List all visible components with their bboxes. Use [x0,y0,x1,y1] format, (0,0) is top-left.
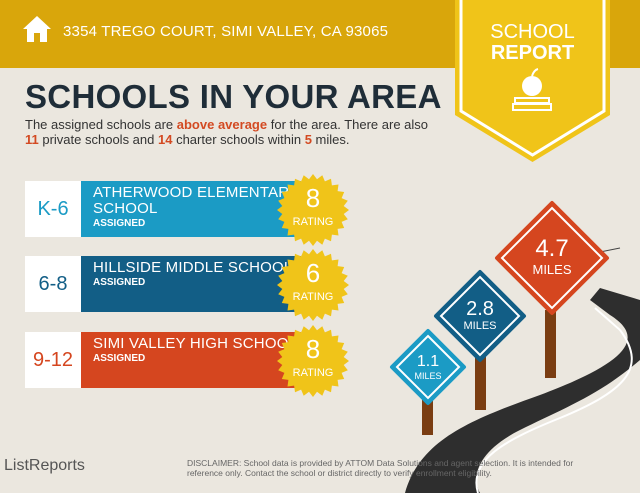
school-row[interactable]: 6-8 HILLSIDE MIDDLE SCHOOL ASSIGNED 6 RA… [25,249,355,321]
grade-range: K-6 [25,181,81,237]
disclaimer: DISCLAIMER: School data is provided by A… [187,458,574,478]
distance-label: 4.7 MILES [532,235,572,278]
school-row[interactable]: 9-12 SIMI VALLEY HIGH SCHOOL ASSIGNED 8 … [25,325,355,397]
grade-range: 9-12 [25,332,81,388]
school-info: ATHERWOOD ELEMENTARY SCHOOL ASSIGNED [81,181,301,237]
intro-text: The assigned schools are above average f… [25,117,429,147]
road [405,288,640,493]
sign-post [545,310,556,378]
rating-label: RATING [292,216,334,228]
rating-value: 6 [305,258,321,288]
distance-sign [434,270,526,362]
badge-title: SCHOOL REPORT [490,21,575,64]
school-name: HILLSIDE MIDDLE SCHOOL [93,259,293,276]
rating-seal: 8 RATING [277,325,349,397]
rating-value: 8 [305,334,321,364]
school-row[interactable]: K-6 ATHERWOOD ELEMENTARY SCHOOL ASSIGNED… [25,174,355,246]
distance-sign [390,329,466,405]
rating-label: RATING [292,291,334,303]
distance-sign [495,201,609,315]
school-name: ATHERWOOD ELEMENTARY SCHOOL [93,184,299,217]
sign-post [422,395,433,435]
rating-seal: 6 RATING [277,249,349,321]
grade-range: 6-8 [25,256,81,312]
road-line [475,307,633,493]
school-status: ASSIGNED [93,353,146,364]
school-info: HILLSIDE MIDDLE SCHOOL ASSIGNED [81,256,301,312]
rating-label: RATING [292,367,334,379]
apple-books-icon [512,68,552,111]
page-title: SCHOOLS IN YOUR AREA [25,78,442,115]
school-status: ASSIGNED [93,218,146,229]
property-address: 3354 TREGO COURT, SIMI VALLEY, CA 93065 [63,23,389,40]
school-name: SIMI VALLEY HIGH SCHOOL [93,335,298,352]
rating-value: 8 [305,183,321,213]
school-info: SIMI VALLEY HIGH SCHOOL ASSIGNED [81,332,301,388]
school-status: ASSIGNED [93,277,146,288]
listreports-logo: ListReports [4,457,85,474]
school-report-badge [455,0,610,162]
distance-label: 1.1 MILES [414,353,442,381]
sign-post [475,355,486,410]
rating-seal: 8 RATING [277,174,349,246]
home-icon [23,16,51,42]
distance-label: 2.8 MILES [463,298,497,332]
